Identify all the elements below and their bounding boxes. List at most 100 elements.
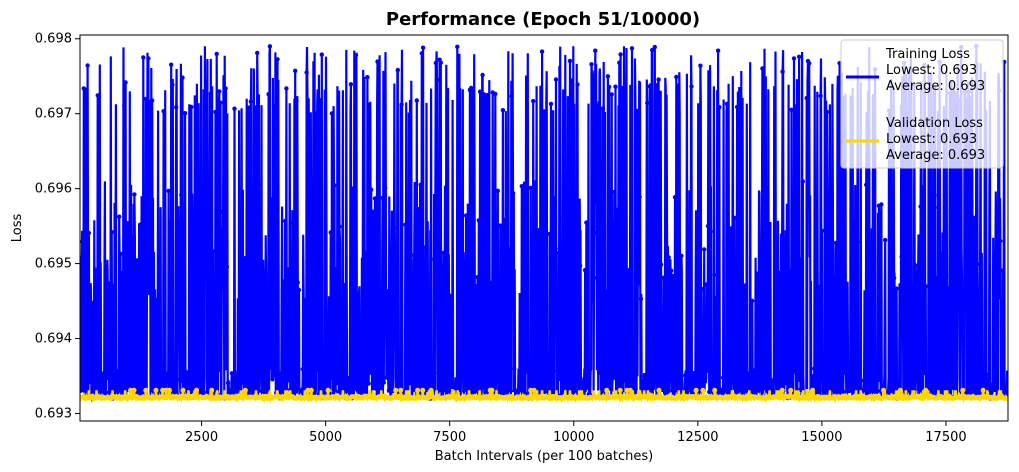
training-loss-point [328, 230, 333, 235]
training-loss-point [418, 182, 423, 187]
training-loss-point [928, 261, 933, 266]
training-loss-point [232, 106, 237, 111]
training-loss-point [81, 86, 87, 91]
validation-loss-point [881, 387, 886, 393]
validation-loss-point [209, 387, 215, 393]
validation-loss-point [980, 387, 986, 393]
training-loss-point [943, 273, 949, 279]
training-loss-point [683, 373, 688, 378]
training-loss-point [824, 109, 830, 115]
training-loss-point [104, 268, 109, 273]
training-loss-point [109, 229, 114, 235]
training-loss-point [319, 52, 324, 57]
training-loss-point [703, 367, 708, 372]
y-tick-label: 0.694 [35, 332, 72, 347]
training-loss-point [293, 68, 298, 74]
training-loss-point [623, 368, 628, 373]
training-loss-point [657, 378, 662, 384]
training-loss-point [590, 298, 595, 304]
training-loss-point [433, 60, 438, 66]
training-loss-point [567, 58, 573, 64]
training-loss-point [247, 388, 252, 393]
training-loss-point [220, 209, 226, 214]
training-loss-point [998, 238, 1003, 244]
training-loss-point [913, 263, 918, 268]
training-loss-point [867, 288, 873, 293]
training-loss-point [940, 373, 945, 379]
validation-loss-point [604, 387, 610, 393]
training-loss-point [789, 107, 794, 113]
training-loss-point [105, 293, 111, 298]
y-tick-label: 0.697 [35, 107, 72, 122]
training-loss-point [688, 254, 693, 259]
training-loss-point [85, 63, 90, 68]
training-loss-point [208, 378, 213, 384]
x-tick-label: 2500 [185, 430, 218, 445]
training-loss-point [598, 244, 603, 249]
training-loss-point [353, 52, 359, 58]
validation-loss-point [325, 387, 331, 393]
training-loss-point [365, 75, 370, 80]
training-loss-point [255, 50, 260, 56]
training-loss-point [333, 389, 338, 394]
training-loss-point [86, 230, 92, 236]
training-loss-point [205, 266, 211, 271]
training-loss-point [593, 48, 598, 53]
training-loss-point [936, 193, 941, 198]
training-loss-point [156, 367, 161, 372]
validation-loss-point [420, 387, 426, 393]
training-loss-point [610, 375, 616, 381]
training-loss-point [500, 108, 506, 113]
training-loss-point [136, 371, 141, 377]
training-loss-point [462, 370, 468, 375]
training-loss-point [840, 282, 845, 287]
training-loss-point [386, 388, 392, 393]
y-axis: 0.693 0.694 0.695 0.696 0.697 0.698 [35, 32, 80, 422]
training-loss-point [332, 183, 337, 188]
training-loss-point [169, 62, 174, 67]
training-loss-point [253, 105, 259, 110]
training-loss-point [420, 45, 426, 50]
training-loss-point [780, 69, 785, 74]
validation-loss-point [923, 387, 929, 393]
validation-loss-point [131, 387, 137, 393]
training-loss-point [528, 185, 533, 191]
training-loss-point [784, 380, 789, 386]
training-loss-point [120, 376, 126, 381]
training-loss-point [144, 210, 150, 215]
training-loss-point [206, 281, 212, 286]
training-loss-point [380, 195, 385, 201]
training-loss-point [781, 236, 787, 241]
training-loss-point [375, 59, 380, 64]
training-loss-point [303, 378, 308, 383]
training-loss-point [372, 196, 378, 201]
training-loss-point [280, 390, 285, 395]
training-loss-point [413, 256, 418, 261]
training-loss-point [257, 370, 262, 375]
training-loss-point [281, 279, 286, 284]
training-loss-point [698, 63, 703, 68]
training-loss-point [267, 44, 273, 49]
validation-loss-point [693, 387, 699, 393]
y-tick-label: 0.695 [35, 257, 72, 272]
training-loss-point [531, 98, 536, 104]
training-loss-point [557, 246, 562, 251]
training-loss-point [751, 368, 756, 373]
training-loss-point [565, 296, 570, 302]
training-loss-point [838, 380, 844, 386]
training-loss-point [829, 297, 835, 302]
training-loss-point [441, 250, 446, 256]
training-loss-point [634, 108, 640, 114]
training-loss-point [384, 375, 389, 380]
training-loss-point [532, 180, 537, 185]
training-loss-point [176, 257, 181, 262]
training-loss-point [315, 284, 321, 289]
validation-loss-point [712, 387, 718, 393]
training-loss-point [1004, 388, 1008, 394]
training-loss-point [620, 96, 626, 101]
training-loss-point [419, 51, 424, 56]
training-loss-point [984, 372, 989, 377]
training-loss-point [381, 380, 386, 385]
training-loss-point [189, 104, 194, 110]
validation-loss-point [167, 387, 172, 393]
